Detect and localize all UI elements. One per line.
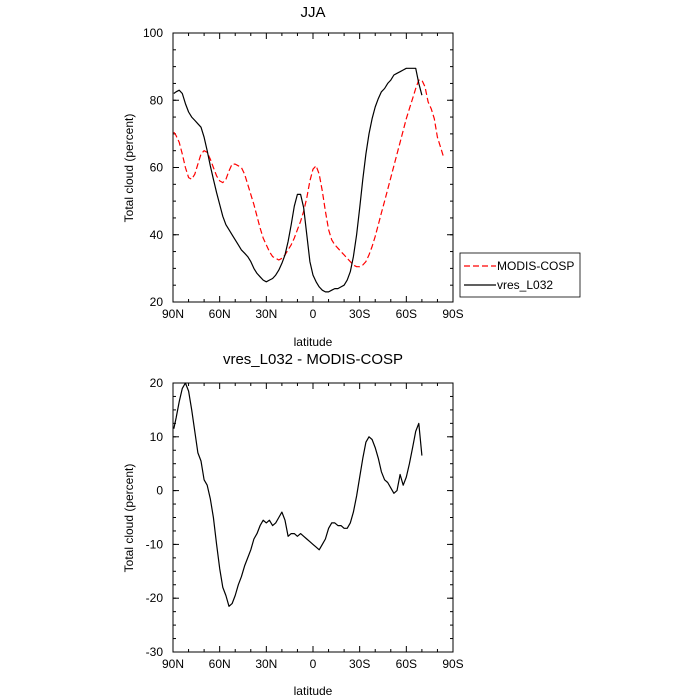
bottom-y-tick-label: -30 (146, 645, 164, 659)
top-x-tick-label: 90S (442, 307, 463, 321)
top-y-tick-label: 80 (150, 93, 164, 107)
top-chart-panel: JJA Total cloud (percent) latitude 90N 60… (122, 4, 464, 349)
bottom-x-tick-label: 0 (310, 657, 317, 671)
bottom-chart-title: vres_L032 - MODIS-COSP (223, 351, 403, 368)
top-chart-title: JJA (300, 4, 325, 21)
bottom-y-tick-label: 0 (156, 484, 163, 498)
top-x-tick-label: 60N (209, 307, 231, 321)
top-x-tick-label: 0 (310, 307, 317, 321)
bottom-chart-panel: vres_L032 - MODIS-COSP Total cloud (perc… (122, 351, 464, 698)
top-series-vres-l032 (173, 67, 423, 293)
bottom-y-tick-label: 10 (150, 430, 164, 444)
top-chart-xlabel: latitude (294, 335, 333, 349)
top-chart-ticks: 90N 60N 30N 0 30S 60S 90S 20 40 60 80 100 (143, 26, 464, 321)
bottom-chart-plot-frame (172, 382, 454, 653)
legend-label-modis-cosp: MODIS-COSP (497, 259, 574, 273)
bottom-x-tick-label: 60S (396, 657, 417, 671)
top-y-tick-label: 60 (150, 161, 164, 175)
top-chart-plot-frame (172, 32, 454, 303)
bottom-chart-lines (173, 382, 423, 607)
bottom-y-tick-label: 20 (150, 376, 164, 390)
bottom-y-tick-label: -10 (146, 537, 164, 551)
top-x-tick-label: 90N (162, 307, 184, 321)
bottom-x-tick-label: 90S (442, 657, 463, 671)
top-y-tick-label: 20 (150, 295, 164, 309)
bottom-x-tick-label: 30S (349, 657, 370, 671)
bottom-chart-ylabel: Total cloud (percent) (122, 464, 136, 573)
legend-label-vres-l032: vres_L032 (497, 278, 553, 292)
legend-box (459, 252, 581, 298)
bottom-x-tick-label: 90N (162, 657, 184, 671)
bottom-series-vres-l032-modis-cosp (173, 382, 423, 607)
top-y-tick-label: 40 (150, 228, 164, 242)
bottom-y-tick-label: -20 (146, 591, 164, 605)
top-chart-lines (173, 67, 445, 293)
top-series-modis-cosp (173, 79, 445, 268)
legend: MODIS-COSP vres_L032 (459, 252, 581, 298)
top-y-tick-label: 100 (143, 26, 163, 40)
top-chart-ylabel: Total cloud (percent) (122, 114, 136, 223)
bottom-x-tick-label: 30N (255, 657, 277, 671)
bottom-chart-xlabel: latitude (294, 684, 333, 698)
top-x-tick-label: 60S (396, 307, 417, 321)
bottom-x-tick-label: 60N (209, 657, 231, 671)
top-x-tick-label: 30N (255, 307, 277, 321)
top-x-tick-label: 30S (349, 307, 370, 321)
